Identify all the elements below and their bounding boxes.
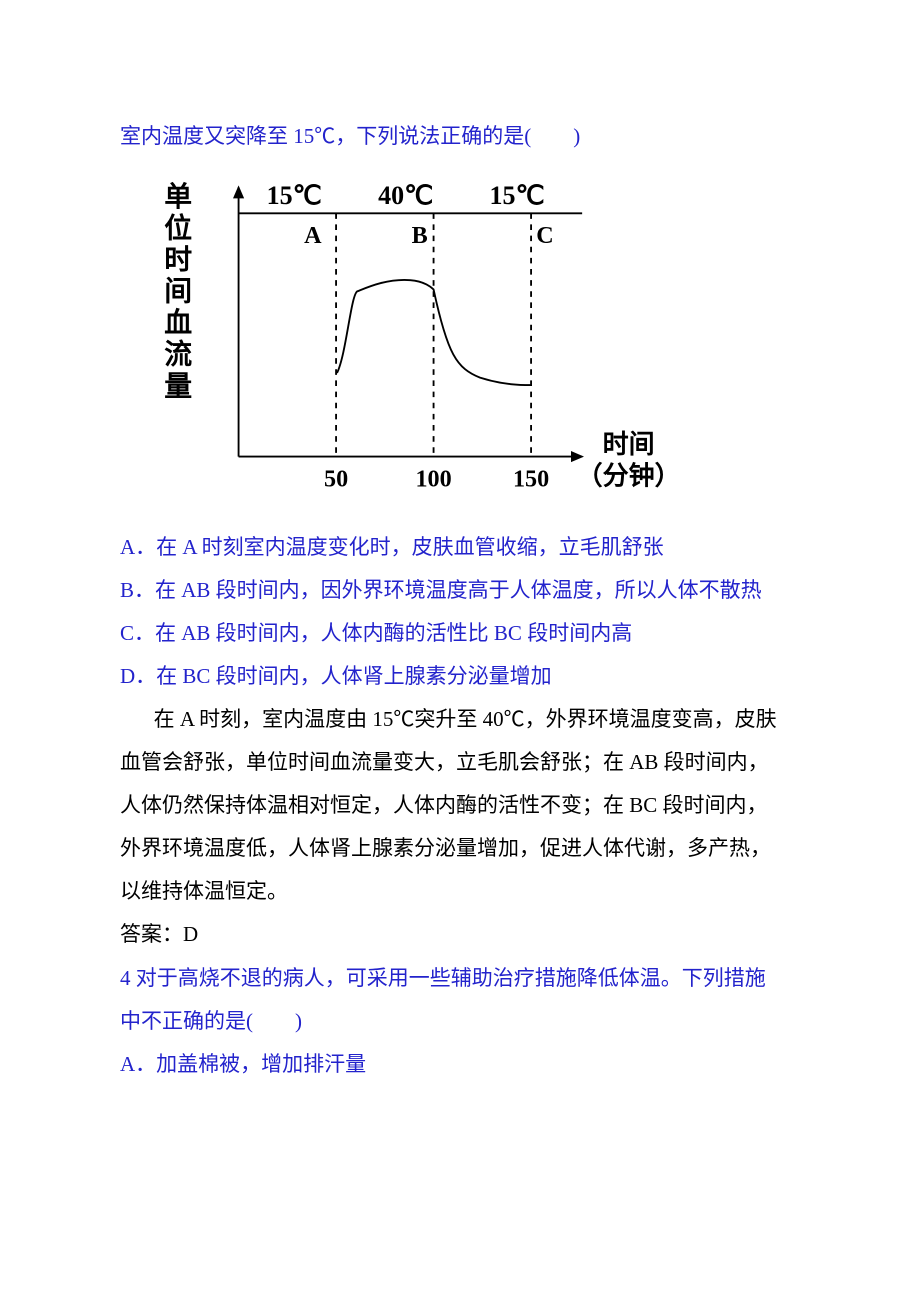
svg-text:时间: 时间 xyxy=(603,430,655,459)
explanation-line-4: 外界环境温度低，人体肾上腺素分泌量增加，促进人体代谢，多产热， xyxy=(120,827,800,870)
q4-stem-1: 4 对于高烧不退的病人，可采用一些辅助治疗措施降低体温。下列措施 xyxy=(120,957,800,1000)
svg-text:流: 流 xyxy=(164,339,192,371)
explanation-line-5: 以维持体温恒定。 xyxy=(120,870,800,913)
option-d: D．在 BC 段时间内，人体肾上腺素分泌量增加 xyxy=(120,655,800,698)
svg-text:150: 150 xyxy=(513,465,549,492)
svg-text:A: A xyxy=(304,222,322,249)
blood-flow-chart: 单位时间血流量15℃40℃15℃ABC50100150时间（分钟） xyxy=(155,168,675,513)
svg-text:B: B xyxy=(412,222,428,249)
explanation-line-1: 在 A 时刻，室内温度由 15℃突升至 40℃，外界环境温度变高，皮肤 xyxy=(120,698,800,741)
svg-text:40℃: 40℃ xyxy=(378,181,433,210)
svg-text:单: 单 xyxy=(164,181,192,213)
svg-text:100: 100 xyxy=(415,465,451,492)
svg-text:15℃: 15℃ xyxy=(490,181,545,210)
option-a: A．在 A 时刻室内温度变化时，皮肤血管收缩，立毛肌舒张 xyxy=(120,526,800,569)
answer-line: 答案：D xyxy=(120,913,800,956)
option-c: C．在 AB 段时间内，人体内酶的活性比 BC 段时间内高 xyxy=(120,612,800,655)
q4-option-a: A．加盖棉被，增加排汗量 xyxy=(120,1043,800,1086)
svg-text:位: 位 xyxy=(164,211,192,244)
option-b: B．在 AB 段时间内，因外界环境温度高于人体温度，所以人体不散热 xyxy=(120,569,800,612)
chart-container: 单位时间血流量15℃40℃15℃ABC50100150时间（分钟） xyxy=(155,168,800,518)
svg-text:量: 量 xyxy=(164,371,192,402)
explanation-line-3: 人体仍然保持体温相对恒定，人体内酶的活性不变；在 BC 段时间内， xyxy=(120,784,800,827)
svg-text:15℃: 15℃ xyxy=(267,181,322,210)
svg-text:间: 间 xyxy=(164,276,192,308)
explanation-line-2: 血管会舒张，单位时间血流量变大，立毛肌会舒张；在 AB 段时间内， xyxy=(120,741,800,784)
svg-text:血: 血 xyxy=(164,307,192,339)
q4-stem-2: 中不正确的是( ) xyxy=(120,1000,800,1043)
svg-text:C: C xyxy=(536,222,553,249)
svg-text:（分钟）: （分钟） xyxy=(577,460,675,490)
svg-text:50: 50 xyxy=(324,465,348,492)
lead-line: 室内温度又突降至 15℃，下列说法正确的是( ) xyxy=(120,115,800,158)
svg-text:时: 时 xyxy=(164,244,192,276)
